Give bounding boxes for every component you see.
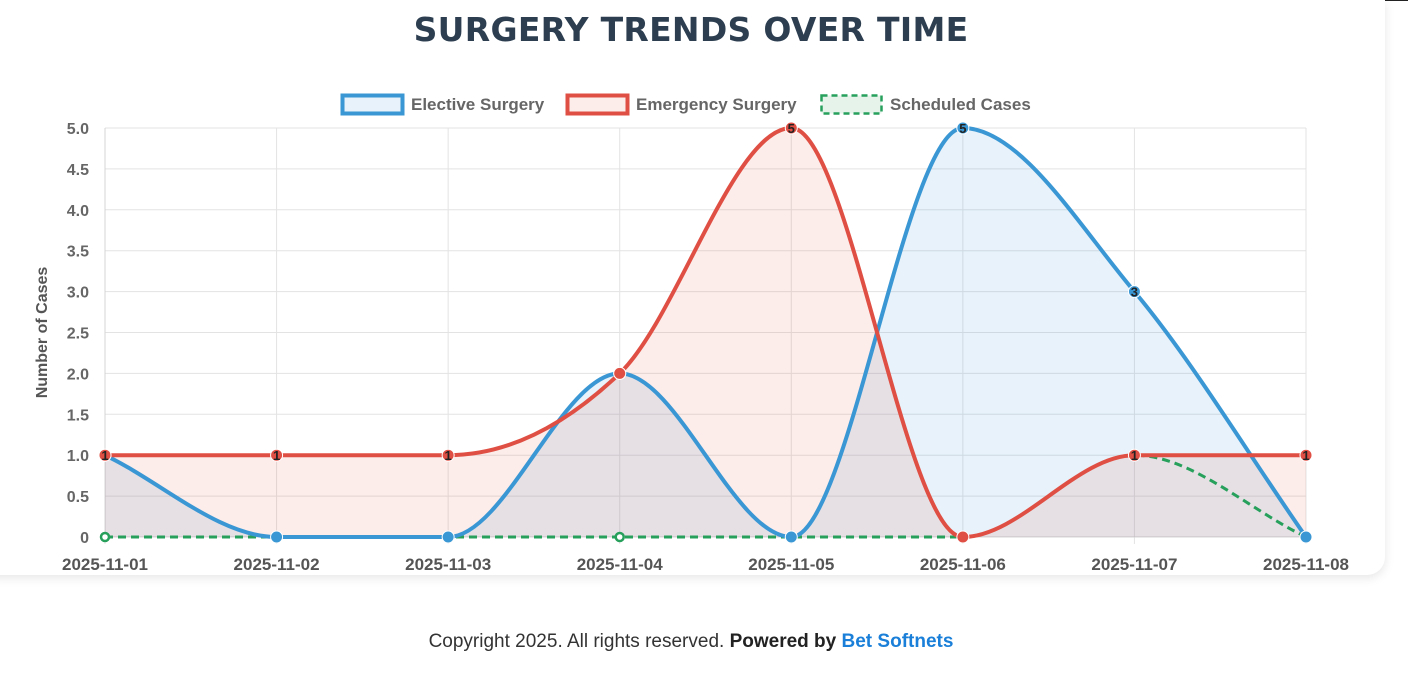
emergency-surgery-line (105, 125, 1306, 540)
data-label: 1 (1302, 448, 1309, 463)
scheduled-cases-point (99, 531, 111, 543)
legend-swatch-elective-surgery (340, 93, 405, 116)
scheduled-cases-point (614, 531, 625, 543)
y-tick-label: 4.5 (67, 162, 89, 179)
emergency-surgery-point (956, 530, 970, 544)
elective-surgery-area (105, 128, 1306, 537)
legend-label-elective-surgery: Elective Surgery (411, 95, 545, 114)
emergency-surgery-point (441, 448, 455, 462)
elective-surgery-line (104, 125, 1308, 540)
y-tick-label: 4.0 (67, 203, 89, 220)
data-label: 1 (273, 448, 280, 463)
y-tick-label: 3.5 (67, 244, 89, 261)
y-tick-label: 0 (80, 530, 89, 547)
elective-surgery-point (441, 530, 455, 544)
emergency-surgery-point (98, 448, 112, 462)
chart-title: SURGERY TRENDS OVER TIME (413, 10, 969, 49)
y-tick-label: 0.5 (67, 489, 89, 506)
copyright-text: Copyright 2025. All rights reserved. (428, 631, 725, 652)
legend-swatch-emergency-surgery (565, 93, 630, 116)
x-tick-label: 2025-11-05 (748, 555, 834, 574)
emergency-surgery-point (1299, 448, 1313, 462)
y-tick-label: 5.0 (67, 121, 89, 138)
powered-by-text: Powered by (729, 631, 837, 652)
data-label: 5 (788, 121, 795, 136)
legend-swatch-scheduled-cases (820, 94, 883, 115)
footer: Copyright 2025. All rights reserved. Pow… (0, 631, 1382, 653)
data-label: 1 (445, 448, 452, 463)
x-tick-label: 2025-11-06 (920, 555, 1006, 574)
elective-surgery-point (956, 121, 970, 135)
emergency-surgery-point (613, 366, 627, 380)
x-tick-label: 2025-11-03 (405, 555, 491, 574)
y-tick-label: 2.5 (67, 326, 89, 343)
data-label: 5 (959, 121, 966, 136)
elective-surgery-point (270, 530, 284, 544)
data-label: 1 (101, 448, 108, 463)
emergency-surgery-point (270, 448, 284, 462)
emergency-surgery-point (1127, 448, 1141, 462)
x-tick-label: 2025-11-08 (1263, 555, 1349, 574)
chart-card (0, 0, 1385, 575)
x-tick-label: 2025-11-02 (234, 555, 320, 574)
elective-surgery-point (1127, 285, 1141, 299)
elective-surgery-point (784, 530, 798, 544)
brand-link[interactable]: Bet Softnets (841, 631, 954, 652)
y-tick-label: 1.5 (67, 407, 89, 424)
y-tick-label: 1.0 (67, 448, 89, 465)
data-label: 3 (1131, 285, 1138, 300)
data-label: 1 (1131, 448, 1138, 463)
y-tick-label: 3.0 (67, 285, 89, 302)
surgery-trends-chart: 0 0.5 1.0 1.5 2.0 2.5 3.0 3.5 4.0 4.5 5.0 2025-11-0… (34, 93, 1349, 574)
y-axis-title: Number of Cases (34, 267, 51, 399)
x-tick-label: 2025-11-01 (62, 555, 148, 574)
legend-label-scheduled-cases: Scheduled Cases (890, 95, 1031, 114)
emergency-surgery-point (784, 121, 798, 135)
legend-label-emergency-surgery: Emergency Surgery (636, 95, 797, 114)
x-tick-label: 2025-11-04 (577, 555, 664, 574)
emergency-surgery-area (105, 128, 1306, 537)
elective-surgery-point (1299, 530, 1313, 544)
x-tick-label: 2025-11-07 (1091, 555, 1177, 574)
y-tick-label: 2.0 (67, 366, 89, 383)
